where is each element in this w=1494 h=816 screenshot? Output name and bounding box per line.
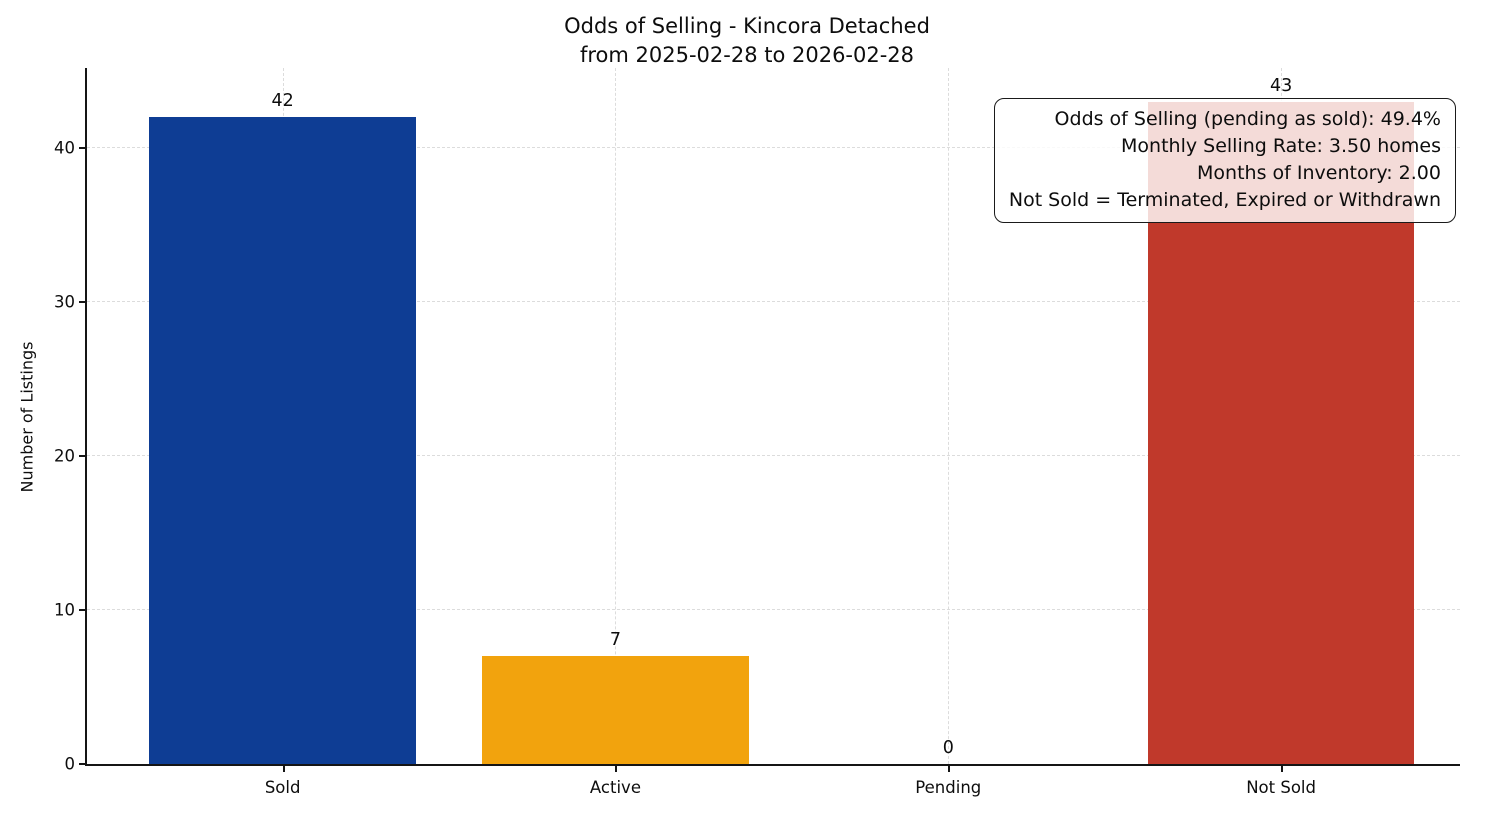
x-tick-label-not-sold: Not Sold bbox=[1246, 778, 1316, 797]
y-tick-label: 0 bbox=[64, 754, 76, 774]
x-tick-label-pending: Pending bbox=[915, 778, 982, 797]
annotation-line-inventory: Months of Inventory: 2.00 bbox=[1197, 161, 1441, 184]
x-tick-label-sold: Sold bbox=[264, 778, 301, 797]
x-tick-mark bbox=[282, 764, 285, 772]
h-gridline bbox=[87, 301, 1460, 303]
h-gridline bbox=[87, 609, 1460, 611]
y-tick-mark bbox=[79, 455, 87, 458]
y-tick-mark bbox=[79, 147, 87, 150]
h-gridline bbox=[87, 455, 1460, 457]
bar-active bbox=[482, 656, 749, 764]
chart-title: Odds of Selling - Kincora Detached bbox=[564, 14, 930, 38]
annotation-line-not-sold-note: Not Sold = Terminated, Expired or Withdr… bbox=[1008, 188, 1441, 211]
annotation-line-monthly-rate: Monthly Selling Rate: 3.50 homes bbox=[1121, 134, 1441, 157]
chart-title-block: Odds of Selling - Kincora Detached from … bbox=[0, 12, 1494, 70]
y-tick-label: 10 bbox=[54, 600, 75, 620]
y-tick-label: 30 bbox=[54, 292, 75, 312]
x-tick-mark bbox=[1281, 764, 1284, 772]
x-tick-label-active: Active bbox=[589, 778, 641, 797]
y-axis-label: Number of Listings bbox=[17, 341, 37, 493]
bar-sold bbox=[149, 117, 416, 764]
bar-value-label-not-sold: 43 bbox=[1269, 75, 1293, 96]
x-tick-mark bbox=[948, 764, 951, 772]
x-tick-mark bbox=[615, 764, 618, 772]
y-tick-label: 40 bbox=[54, 138, 75, 158]
chart-subtitle: from 2025-02-28 to 2026-02-28 bbox=[579, 42, 915, 67]
bar-value-label-sold: 42 bbox=[271, 91, 294, 112]
y-tick-mark bbox=[79, 763, 87, 765]
y-tick-mark bbox=[79, 609, 87, 612]
h-gridline bbox=[87, 147, 1460, 149]
annotation-box: Odds of Selling (pending as sold): 49.4%… bbox=[993, 98, 1456, 223]
annotation-line-odds: Odds of Selling (pending as sold): 49.4% bbox=[1054, 108, 1441, 130]
bar-value-label-active: 7 bbox=[609, 630, 622, 651]
y-tick-label: 20 bbox=[54, 446, 75, 466]
y-tick-mark bbox=[79, 301, 87, 304]
bar-value-label-pending: 0 bbox=[942, 738, 954, 758]
v-gridline bbox=[615, 68, 617, 764]
plot-area: Odds of Selling (pending as sold): 49.4%… bbox=[54, 68, 1460, 797]
v-gridline bbox=[948, 68, 950, 764]
